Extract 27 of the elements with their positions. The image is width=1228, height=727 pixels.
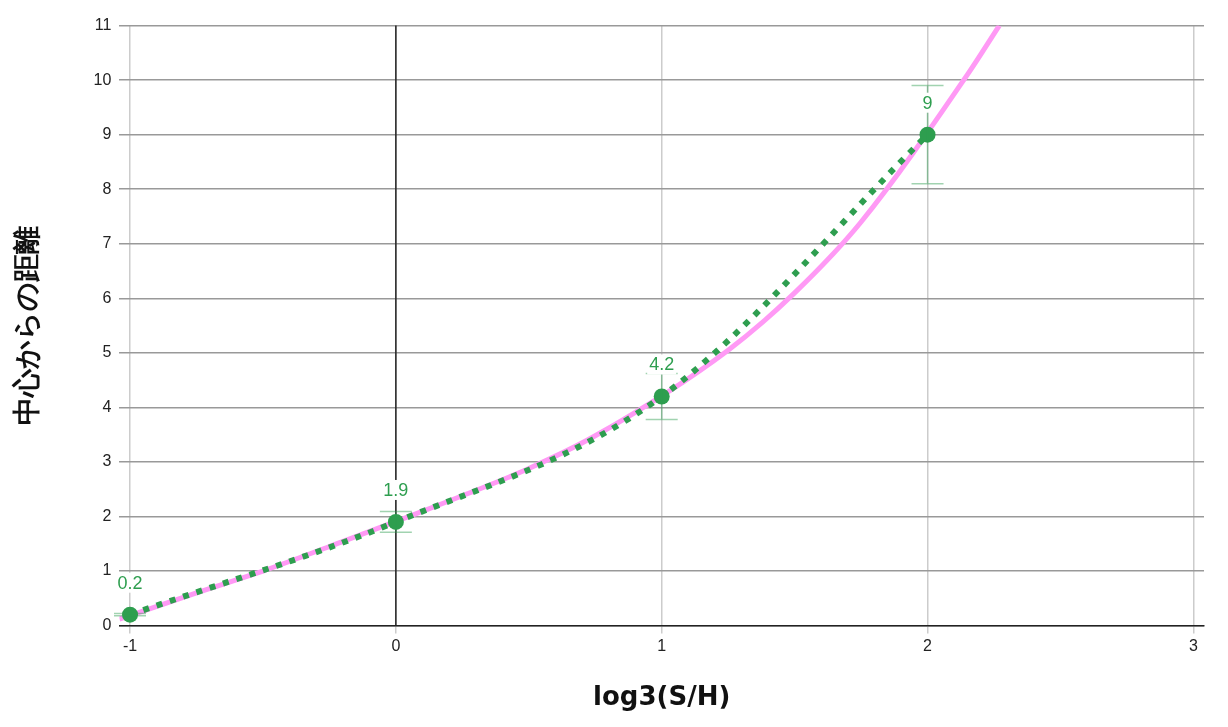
y-tick-label: 11 (94, 16, 112, 34)
point (122, 606, 139, 623)
x-tick-label: 0 (391, 636, 401, 654)
y-tick-label: 3 (102, 452, 112, 470)
y-tick-label: 0 (102, 616, 112, 634)
y-tick-label: 10 (93, 70, 112, 88)
y-tick-label: 7 (102, 234, 112, 252)
data-label: 4.2 (649, 354, 675, 375)
point (387, 513, 404, 530)
y-tick-label: 9 (102, 125, 112, 143)
y-tick-label: 6 (102, 288, 112, 306)
y-tick-label: 2 (102, 506, 112, 524)
y-tick-label: 4 (102, 397, 112, 415)
point (653, 388, 670, 405)
y-axis-title: 中心からの距離 (10, 226, 44, 426)
data-label: 9 (922, 92, 933, 113)
x-tick-label: -1 (122, 636, 138, 654)
x-tick-label: 1 (657, 636, 667, 654)
data-label: 1.9 (383, 479, 409, 500)
point (919, 126, 936, 143)
x-axis-title: log3(S/H) (593, 681, 731, 712)
y-tick-label: 5 (102, 343, 112, 361)
x-tick-label: 2 (923, 636, 933, 654)
y-tick-label: 8 (102, 179, 112, 197)
y-tick-label: 1 (102, 561, 112, 579)
x-tick-label: 3 (1188, 636, 1198, 654)
data-label: 0.2 (117, 572, 143, 593)
